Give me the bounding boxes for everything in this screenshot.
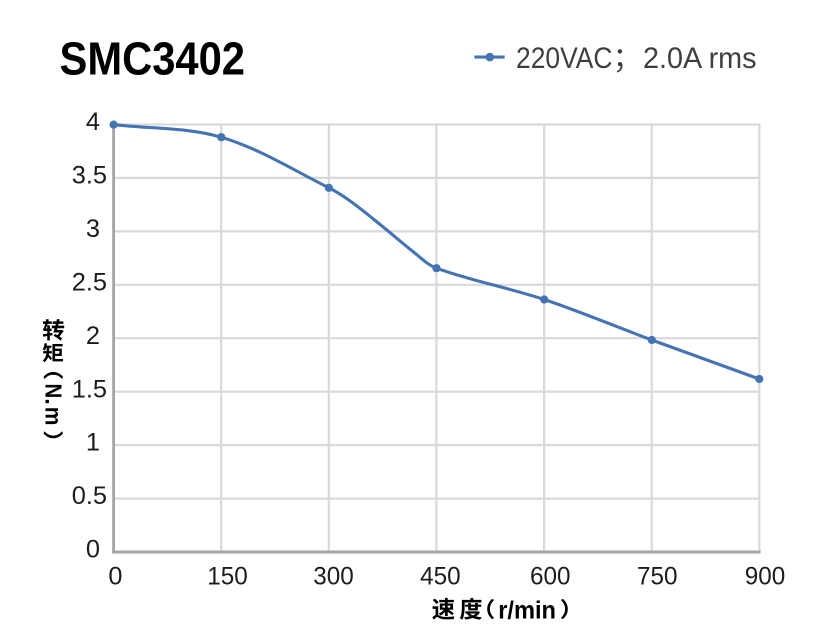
svg-text:SMC3402: SMC3402	[60, 33, 246, 85]
svg-text:2.5: 2.5	[72, 268, 107, 296]
svg-text:150: 150	[207, 563, 248, 591]
svg-text:.: .	[41, 398, 67, 405]
svg-text:900: 900	[745, 563, 786, 591]
svg-text:0.5: 0.5	[72, 482, 107, 510]
svg-text:600: 600	[530, 563, 571, 591]
svg-text:4: 4	[86, 108, 100, 136]
svg-text:3: 3	[86, 215, 100, 243]
svg-text:0: 0	[108, 563, 122, 591]
svg-text:450: 450	[420, 563, 461, 591]
svg-text:m: m	[41, 407, 67, 426]
svg-text:0: 0	[86, 536, 100, 564]
svg-text:220VAC: 220VAC	[516, 42, 613, 75]
svg-text:2.0A rms: 2.0A rms	[643, 42, 757, 75]
svg-text:r/min: r/min	[498, 597, 556, 625]
svg-text:N: N	[41, 384, 67, 399]
svg-text:3.5: 3.5	[72, 162, 107, 190]
svg-text:300: 300	[313, 563, 354, 591]
svg-text:2: 2	[86, 322, 100, 350]
svg-text:1: 1	[86, 429, 100, 457]
svg-text:750: 750	[637, 563, 678, 591]
svg-text:1.5: 1.5	[72, 375, 107, 403]
